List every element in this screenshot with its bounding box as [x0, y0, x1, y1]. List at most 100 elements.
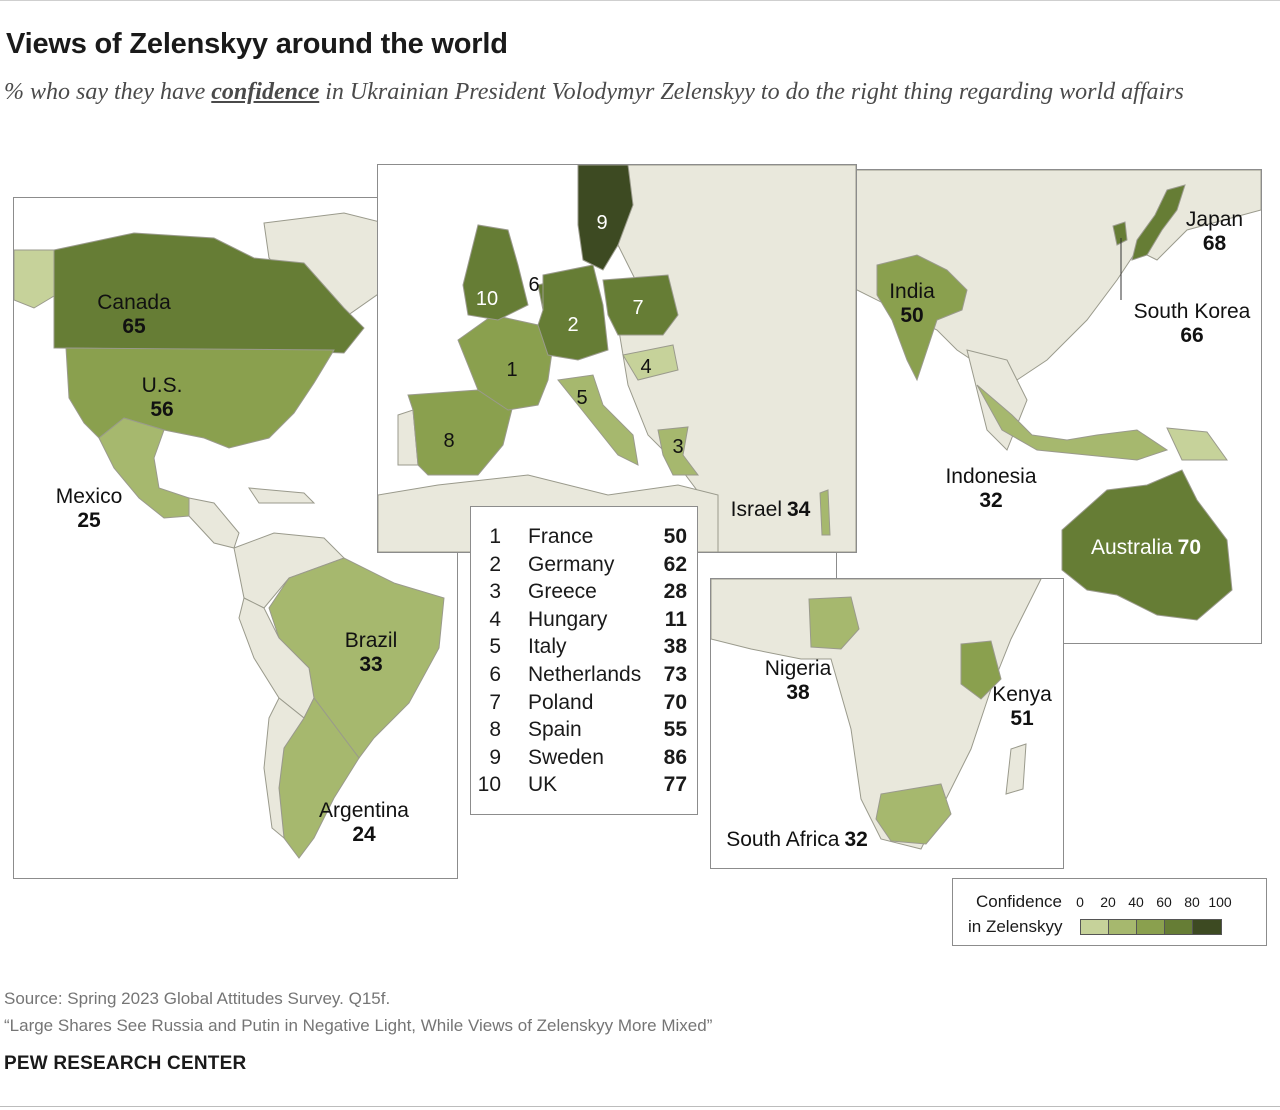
europe-map-panel: 1 2 3 4 5 6 7 8 9 10 Israel 34 — [377, 164, 857, 553]
alaska-shape — [14, 249, 55, 309]
europe-num-10: 10 — [475, 288, 499, 310]
europe-key-number: 3 — [489, 580, 501, 604]
chart-subtitle: % who say they have confidence in Ukrain… — [4, 76, 1279, 109]
legend: Confidence in Zelenskyy 0 20 40 60 80 100 — [952, 878, 1267, 946]
france-shape — [457, 314, 554, 411]
europe-num-6: 6 — [528, 274, 540, 296]
legend-tick: 20 — [1100, 894, 1116, 910]
legend-swatch — [1108, 919, 1138, 935]
europe-key-row: 1 France 50 — [471, 523, 697, 550]
legend-swatch — [1136, 919, 1166, 935]
india-shape — [876, 254, 968, 382]
europe-key-row: 9 Sweden 86 — [471, 744, 697, 771]
europe-key-number: 9 — [489, 745, 501, 769]
europe-key-number: 2 — [489, 552, 501, 576]
legend-swatch — [1164, 919, 1194, 935]
europe-key-country: Hungary — [528, 607, 608, 631]
europe-key-country: Greece — [528, 580, 597, 604]
label-us: U.S. 56 — [141, 374, 183, 421]
europe-key-number: 5 — [489, 635, 501, 659]
europe-key-number: 4 — [489, 607, 501, 631]
label-south-korea: South Korea 66 — [1133, 300, 1251, 347]
europe-key-country: Poland — [528, 690, 594, 714]
legend-title-line2: in Zelenskyy — [968, 917, 1063, 936]
europe-key-table: 1 France 50 2 Germany 62 3 Greece 28 4 Hungary 11 5 I… — [470, 506, 698, 815]
europe-key-value: 86 — [663, 745, 687, 769]
label-india: India 50 — [889, 280, 935, 327]
europe-num-5: 5 — [576, 387, 588, 409]
subtitle-pre: % who say they have — [4, 79, 212, 105]
europe-key-value: 70 — [663, 690, 687, 714]
kenya-shape — [960, 640, 1002, 700]
label-brazil: Brazil 33 — [344, 629, 398, 676]
legend-tick: 100 — [1208, 894, 1232, 910]
europe-num-8: 8 — [443, 430, 455, 452]
europe-key-value: 38 — [663, 635, 687, 659]
hungary-shape — [622, 344, 679, 381]
caribbean-shape — [248, 487, 316, 504]
label-indonesia: Indonesia 32 — [945, 465, 1037, 512]
europe-key-number: 1 — [489, 525, 501, 548]
europe-key-row: 10 UK 77 — [471, 771, 697, 798]
europe-num-2: 2 — [567, 314, 579, 336]
label-canada: Canada 65 — [97, 291, 171, 338]
south-africa-shape — [875, 783, 952, 845]
source-note: Source: Spring 2023 Global Attitudes Sur… — [4, 989, 391, 1008]
label-kenya: Kenya 51 — [992, 683, 1052, 730]
europe-key-country: UK — [528, 773, 558, 797]
europe-key-row: 5 Italy 38 — [471, 633, 697, 660]
europe-key-row: 7 Poland 70 — [471, 689, 697, 716]
uk-shape — [462, 224, 529, 321]
report-title: “Large Shares See Russia and Putin in Ne… — [4, 1016, 713, 1035]
legend-title-line1: Confidence — [976, 892, 1063, 911]
asia-map-panel: Japan 68 South Korea 66 India 50 Indonesia 3… — [836, 169, 1262, 644]
madagascar-shape — [1005, 743, 1027, 795]
europe-key-value: 77 — [663, 773, 687, 797]
label-nigeria: Nigeria 38 — [764, 657, 832, 704]
europe-key-number: 6 — [489, 663, 501, 686]
asia-map — [837, 170, 1261, 643]
europe-key-value: 73 — [663, 663, 687, 686]
europe-map — [378, 165, 856, 552]
europe-key-row: 4 Hungary 11 — [471, 606, 697, 633]
greece-shape — [657, 426, 699, 476]
us-shape — [65, 347, 335, 449]
canada-shape — [53, 232, 365, 354]
png-shape — [1166, 427, 1228, 461]
label-japan: Japan 68 — [1185, 208, 1244, 255]
legend-swatch — [1192, 919, 1222, 935]
africa-map — [711, 579, 1063, 868]
australia-shape — [1061, 469, 1233, 621]
subtitle-post: in Ukrainian President Volodymyr Zelensk… — [319, 79, 1184, 105]
europe-num-7: 7 — [632, 297, 644, 319]
europe-key-country: France — [528, 525, 594, 548]
europe-num-4: 4 — [640, 356, 652, 378]
europe-num-9: 9 — [596, 212, 608, 234]
israel-shape — [819, 489, 831, 536]
europe-num-3: 3 — [672, 436, 684, 458]
germany-shape — [537, 264, 609, 361]
europe-key-value: 50 — [663, 525, 687, 548]
label-australia: Australia 70 — [1090, 536, 1202, 559]
europe-key-row: 8 Spain 55 — [471, 716, 697, 743]
europe-key-value: 28 — [663, 580, 687, 604]
chile-shape — [263, 697, 305, 840]
indonesia-shape — [976, 384, 1169, 461]
europe-key-country: Spain — [528, 718, 582, 742]
pew-logo-text: PEW RESEARCH CENTER — [4, 1053, 247, 1074]
europe-key-country: Italy — [528, 635, 567, 659]
europe-key-row: 2 Germany 62 — [471, 551, 697, 578]
legend-tick: 0 — [1076, 894, 1084, 910]
europe-key-country: Netherlands — [528, 663, 642, 686]
europe-key-value: 11 — [664, 607, 687, 631]
top-rule — [0, 0, 1280, 1]
label-israel: Israel 34 — [730, 498, 811, 521]
europe-key-row: 3 Greece 28 — [471, 578, 697, 605]
nigeria-shape — [808, 596, 860, 650]
africa-mainland-shape — [711, 579, 1042, 850]
label-mexico: Mexico 25 — [55, 485, 123, 532]
chart-title: Views of Zelenskyy around the world — [6, 28, 508, 60]
europe-key-row: 6 Netherlands 73 — [471, 661, 697, 688]
legend-tick: 60 — [1156, 894, 1172, 910]
europe-key-country: Germany — [528, 552, 615, 576]
